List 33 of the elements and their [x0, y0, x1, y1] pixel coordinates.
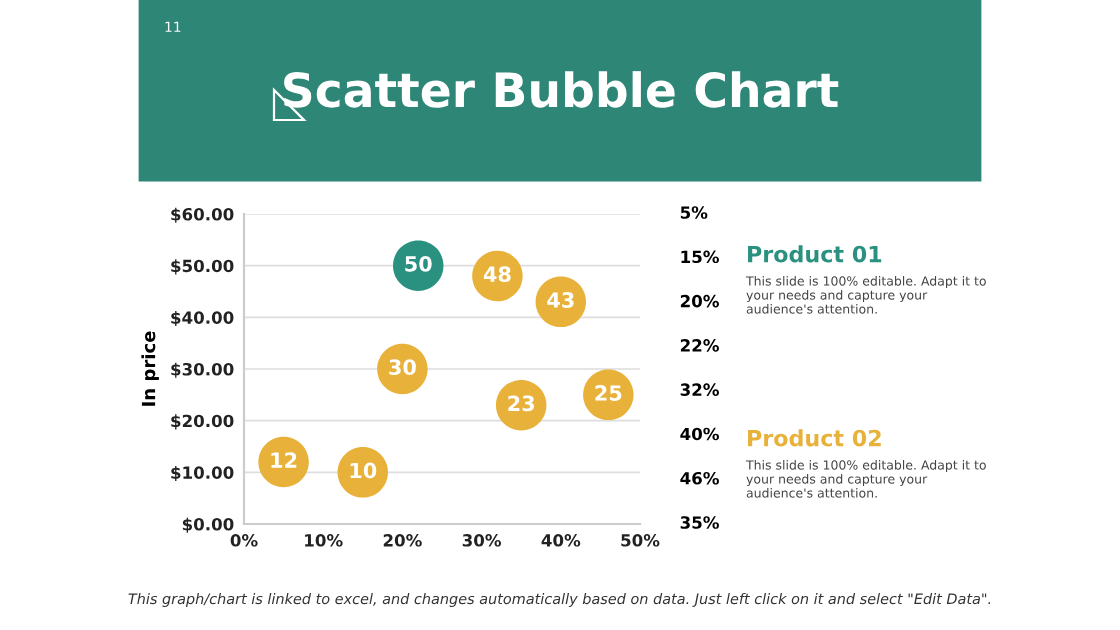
- data-label: 50: [405, 255, 432, 272]
- y-tick-label: $60.00: [171, 207, 234, 223]
- data-label: 12: [271, 452, 297, 468]
- y-tick-label: $0.00: [182, 517, 234, 533]
- x-tick-label: 10%: [305, 534, 343, 547]
- x-tick-label: 30%: [462, 534, 502, 547]
- text: 40%: [680, 427, 719, 441]
- chart-title: Scatter Bubble Chart: [284, 71, 839, 108]
- text: Product 02: [748, 429, 881, 447]
- text: Product 01: [748, 245, 882, 263]
- data-label: 30: [389, 359, 416, 376]
- x-tick-label: 40%: [541, 534, 581, 547]
- y-tick-label: $30.00: [171, 362, 234, 378]
- text: 22%: [680, 339, 719, 352]
- data-label: 23: [508, 395, 535, 412]
- y-axis-title: In price: [141, 331, 159, 406]
- data-label: 25: [595, 385, 622, 401]
- data-label: 10: [350, 462, 377, 479]
- x-tick-label: 50%: [621, 534, 660, 547]
- text: 35%: [680, 516, 719, 529]
- y-tick-label: $50.00: [171, 259, 234, 275]
- y-tick-label: $10.00: [171, 466, 234, 482]
- x-tick-label: 20%: [383, 534, 422, 547]
- text: 5%: [680, 206, 708, 219]
- text: 46%: [680, 471, 719, 485]
- text: 20%: [680, 294, 719, 308]
- data-label: 43: [547, 292, 574, 308]
- text: 15%: [681, 250, 719, 264]
- data-label: 48: [483, 266, 511, 283]
- x-tick-label: 0%: [230, 534, 258, 547]
- y-tick-label: $20.00: [171, 414, 234, 430]
- y-tick-label: $40.00: [171, 311, 234, 327]
- text: 32%: [680, 383, 719, 396]
